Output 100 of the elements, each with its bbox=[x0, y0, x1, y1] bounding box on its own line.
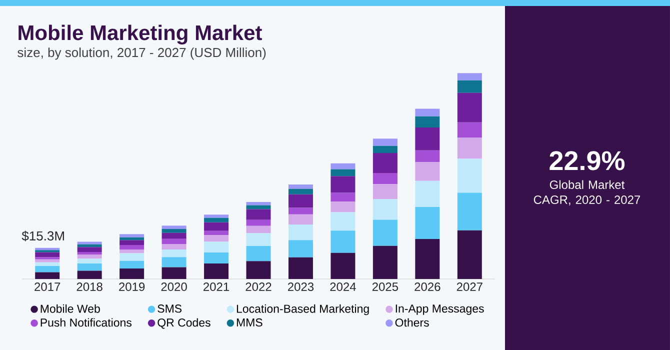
bar bbox=[288, 257, 313, 279]
bar bbox=[35, 272, 60, 279]
bar bbox=[457, 122, 482, 138]
bar bbox=[204, 264, 229, 279]
x-tick-label: 2026 bbox=[414, 282, 440, 292]
bar bbox=[246, 220, 271, 226]
bar bbox=[457, 138, 482, 159]
bar bbox=[120, 260, 144, 268]
bar bbox=[372, 199, 398, 220]
bar bbox=[372, 153, 398, 173]
legend-label: Location-Based Marketing bbox=[236, 304, 369, 316]
legend-label: Push Notifications bbox=[40, 318, 132, 327]
bar bbox=[415, 206, 440, 240]
bar bbox=[77, 252, 102, 255]
bar bbox=[330, 212, 356, 231]
bar bbox=[246, 233, 271, 246]
bar bbox=[162, 228, 186, 233]
legend-label: Mobile Web bbox=[40, 304, 100, 313]
bar bbox=[204, 218, 229, 222]
bar bbox=[330, 192, 356, 202]
bar bbox=[330, 202, 356, 212]
x-tick-label: 2018 bbox=[76, 282, 102, 292]
annotation: $15.3M bbox=[22, 230, 64, 242]
legend-label: Others bbox=[395, 318, 429, 327]
bar bbox=[77, 244, 102, 248]
bar bbox=[372, 184, 398, 200]
legend-label: MMS bbox=[236, 318, 262, 327]
bar bbox=[162, 238, 186, 244]
bar bbox=[457, 73, 482, 80]
bar bbox=[162, 244, 186, 250]
x-tick-label: 2019 bbox=[119, 282, 145, 292]
bar bbox=[330, 252, 356, 279]
bar bbox=[457, 230, 482, 279]
bar bbox=[77, 264, 102, 271]
bar bbox=[457, 158, 482, 193]
x-tick-label: 2024 bbox=[330, 282, 356, 292]
bar bbox=[288, 188, 313, 194]
bar bbox=[372, 246, 398, 279]
bar bbox=[372, 146, 398, 154]
bar bbox=[204, 222, 229, 231]
bar bbox=[162, 267, 186, 279]
bar bbox=[162, 232, 186, 239]
bar bbox=[415, 239, 440, 279]
bar bbox=[372, 172, 398, 184]
bar bbox=[415, 180, 440, 207]
bar bbox=[35, 259, 60, 262]
x-tick-label: 2022 bbox=[246, 282, 272, 292]
bar bbox=[77, 247, 102, 252]
text: Global Market CAGR, 2020 - 2027 bbox=[534, 180, 640, 206]
bar bbox=[162, 226, 186, 229]
bar bbox=[415, 162, 440, 181]
bar bbox=[204, 230, 229, 236]
bar bbox=[120, 240, 144, 246]
bar bbox=[288, 184, 313, 189]
text: 22.9% bbox=[550, 151, 625, 170]
x-tick-label: 2023 bbox=[288, 282, 314, 292]
bar bbox=[35, 266, 60, 272]
legend-label: SMS bbox=[158, 304, 182, 313]
bar bbox=[204, 214, 229, 218]
bar bbox=[288, 224, 313, 240]
bar bbox=[415, 116, 440, 128]
bar bbox=[35, 262, 60, 266]
bar bbox=[415, 128, 440, 150]
bar bbox=[457, 92, 482, 122]
bar bbox=[330, 169, 356, 176]
bar bbox=[288, 208, 313, 214]
bar bbox=[246, 226, 271, 234]
bar bbox=[120, 237, 144, 240]
x-tick-label: 2017 bbox=[34, 282, 60, 292]
x-tick-label: 2027 bbox=[456, 282, 482, 292]
bar bbox=[288, 240, 313, 258]
bar bbox=[120, 245, 144, 250]
legend-label: In-App Messages bbox=[396, 304, 484, 315]
bar bbox=[77, 258, 102, 264]
bar bbox=[77, 270, 102, 279]
bar bbox=[120, 268, 144, 279]
bar bbox=[35, 252, 60, 258]
x-tick-label: 2020 bbox=[161, 282, 187, 292]
bar bbox=[120, 250, 144, 254]
bar bbox=[162, 250, 186, 258]
bar bbox=[204, 235, 229, 242]
bar bbox=[415, 108, 440, 116]
x-tick-label: 2025 bbox=[372, 282, 398, 292]
bar bbox=[77, 254, 102, 259]
bar bbox=[246, 209, 271, 220]
bar bbox=[288, 214, 313, 224]
bar bbox=[372, 138, 398, 146]
bar bbox=[415, 150, 440, 162]
bar bbox=[204, 252, 229, 264]
bar bbox=[204, 242, 229, 252]
bar bbox=[330, 163, 356, 170]
bar bbox=[77, 242, 102, 244]
x-tick-label: 2021 bbox=[204, 282, 230, 292]
bar bbox=[372, 220, 398, 246]
bar bbox=[288, 194, 313, 208]
bar bbox=[330, 176, 356, 193]
bar bbox=[246, 246, 271, 262]
bar bbox=[246, 202, 271, 206]
bar bbox=[246, 205, 271, 210]
bar bbox=[246, 261, 271, 279]
